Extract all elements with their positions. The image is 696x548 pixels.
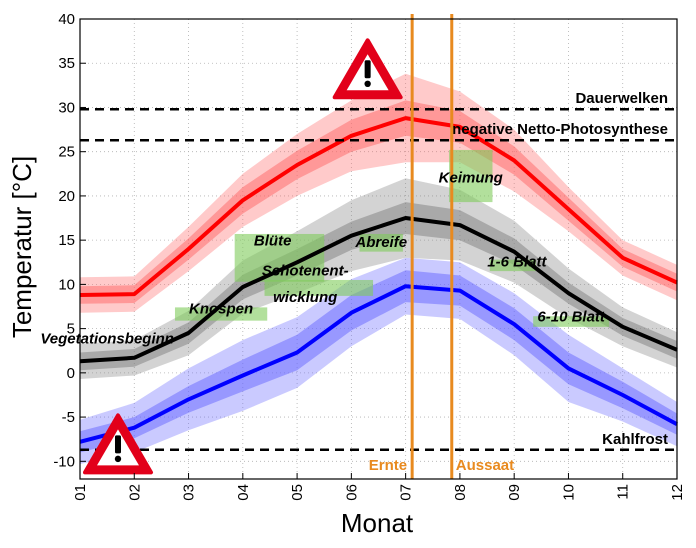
- y-tick-label: 25: [58, 144, 75, 161]
- phase-label: 1-6 Blatt: [487, 254, 547, 271]
- y-tick-label: 15: [58, 232, 75, 249]
- phase-box: [449, 149, 493, 203]
- phase-label: Abreife: [354, 234, 407, 251]
- vertical-line-label: Ernte: [369, 457, 407, 474]
- x-tick-label: 07: [398, 484, 415, 501]
- warning-icon-heat: [332, 38, 403, 100]
- x-tick-label: 03: [181, 484, 198, 501]
- x-tick-label: 12: [669, 484, 686, 501]
- vertical-line-label: Aussaat: [456, 457, 514, 474]
- x-tick-label: 04: [235, 484, 252, 501]
- reference-lines: Dauerwelken negative Netto-Photosynthese K…: [80, 90, 677, 452]
- band-outer-2: [80, 257, 677, 464]
- warning-exclamation-dot: [114, 455, 122, 463]
- y-tick-label: 0: [67, 365, 75, 382]
- x-tick-label: 01: [72, 484, 89, 501]
- phase-label: 6-10 Blatt: [537, 309, 606, 326]
- y-tick-label: 35: [58, 55, 75, 72]
- x-axis-ticks: 01 02 03 04 05 06 07 08 09 10 11 12: [72, 473, 686, 501]
- phase-box: [174, 307, 268, 321]
- series-lines: [79, 116, 678, 444]
- phase-box: [264, 279, 374, 296]
- warning-exclamation-bar: [364, 60, 371, 79]
- y-tick-label: -10: [53, 453, 75, 470]
- x-tick-label: 10: [560, 484, 577, 501]
- phase-label: Blüte: [254, 232, 292, 249]
- x-tick-label: 09: [506, 484, 523, 501]
- warning-icons: [82, 38, 403, 475]
- y-tick-label: 20: [58, 188, 75, 205]
- x-tick-label: 08: [452, 484, 469, 501]
- x-tick-label: 02: [126, 484, 143, 501]
- phase-label: wicklung: [273, 289, 337, 306]
- warning-icon-frost: [82, 413, 153, 475]
- series-line-0: [79, 116, 678, 297]
- reference-line-label: negative Netto-Photosynthese: [452, 121, 668, 138]
- phase-box: [359, 233, 403, 252]
- x-tick-label: 06: [343, 484, 360, 501]
- y-tick-label: 40: [58, 11, 75, 28]
- reference-line-label: Kahlfrost: [602, 431, 668, 448]
- phase-box: [533, 316, 610, 327]
- series-line-1: [79, 216, 678, 364]
- y-tick-label: 30: [58, 99, 75, 116]
- series-line-2: [79, 284, 678, 444]
- warning-exclamation-dot: [364, 80, 371, 88]
- y-tick-label: -5: [62, 409, 75, 426]
- phase-label: Schotenent-: [262, 263, 349, 280]
- x-tick-label: 05: [289, 484, 306, 501]
- phase-box: [489, 259, 536, 272]
- plot-frame: [79, 18, 678, 480]
- x-axis-label: Monat: [341, 508, 414, 538]
- y-tick-label: 10: [58, 276, 75, 293]
- y-axis-ticks: -10 -5 0 5 10 15 20 25 30 35 40: [53, 11, 86, 470]
- reference-line-label: Dauerwelken: [575, 90, 668, 107]
- y-axis-label: Temperatur [°C]: [7, 156, 37, 338]
- phase-label: Knospen: [189, 301, 253, 318]
- warning-exclamation-bar: [114, 435, 121, 454]
- phase-label: Keimung: [439, 170, 503, 187]
- vertical-lines: Ernte Aussaat: [369, 14, 514, 479]
- phase-labels: Vegetationsbeginn Knospen Blüte Schotenent-…: [40, 170, 606, 348]
- x-tick-label: 11: [615, 484, 632, 500]
- y-tick-label: 5: [67, 321, 75, 338]
- phase-label: Vegetationsbeginn: [40, 331, 174, 348]
